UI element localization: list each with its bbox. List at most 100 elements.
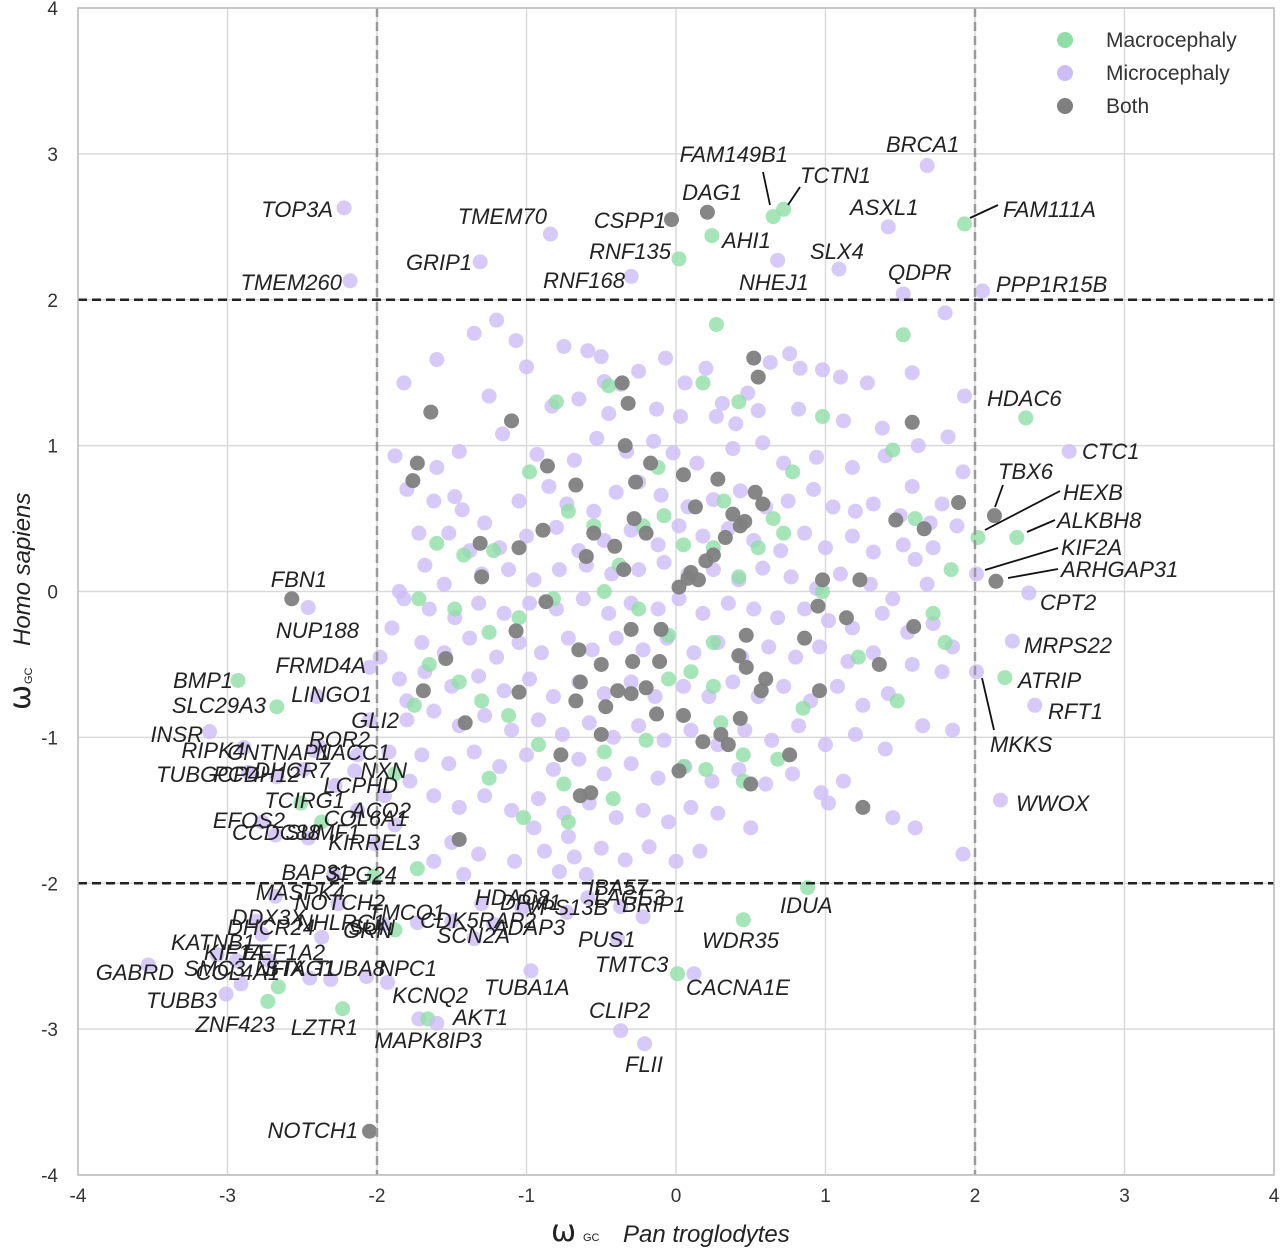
point-kif2a <box>968 566 984 582</box>
gene-label-tubgcp4: TUBGCP4 <box>156 762 260 787</box>
point-macrocephaly <box>695 375 711 391</box>
gene-label-pcdh12: PCDH12 <box>213 762 300 787</box>
gene-label-fam149b1: FAM149B1 <box>680 142 788 167</box>
leader-line-arhgap31 <box>1007 568 1059 579</box>
gene-label-mapk8ip3: MAPK8IP3 <box>374 1028 482 1053</box>
point-both <box>625 654 641 670</box>
gene-label-ccdc88: CCDC88 <box>232 820 321 845</box>
point-both <box>904 414 920 430</box>
gene-label-stag1: STAG1 <box>264 956 335 981</box>
point-lage3 <box>613 899 629 915</box>
point-both <box>643 455 659 471</box>
gene-label-top3a: TOP3A <box>261 197 333 222</box>
point-microcephaly <box>672 408 688 424</box>
point-both <box>852 572 868 588</box>
point-frmd4a <box>362 659 378 675</box>
point-both <box>710 471 726 487</box>
point-microcephaly <box>797 525 813 541</box>
gene-label-notch2: NOTCH2 <box>295 890 385 915</box>
legend-marker-microcephaly <box>1057 65 1073 81</box>
point-macrocephaly <box>421 656 437 672</box>
point-microcephaly <box>865 645 881 661</box>
gene-label-slx4: SLX4 <box>810 239 864 264</box>
x-tick-label: 4 <box>1269 1186 1280 1207</box>
point-pus1 <box>610 931 626 947</box>
gene-label-kcnq2: KCNQ2 <box>392 983 468 1008</box>
point-microcephaly <box>402 773 418 789</box>
gene-label-nxn: NXN <box>361 758 408 783</box>
gene-label-tmco1: TMCO1 <box>368 900 445 925</box>
leader-line-fam111a <box>969 204 999 219</box>
point-microcephaly <box>915 718 931 734</box>
point-microcephaly <box>764 732 780 748</box>
point-microcephaly <box>907 820 923 836</box>
point-microcephaly <box>695 528 711 544</box>
point-microcephaly <box>426 853 442 869</box>
point-microcephaly <box>668 853 684 869</box>
point-both <box>553 747 569 763</box>
x-axis-subscript: GC <box>583 1232 600 1244</box>
point-microcephaly <box>825 499 841 515</box>
point-iba57 <box>580 890 596 906</box>
point-microcephaly <box>426 703 442 719</box>
plot-frame <box>77 7 1275 1176</box>
point-both <box>675 467 691 483</box>
point-both <box>538 594 554 610</box>
gene-label-arhgap31: ARHGAP31 <box>1059 557 1178 582</box>
point-both <box>616 562 632 578</box>
point-microcephaly <box>530 712 546 728</box>
point-microcephaly <box>441 525 457 541</box>
point-microcephaly <box>496 605 512 621</box>
point-both <box>623 686 639 702</box>
point-microcephaly <box>589 430 605 446</box>
point-both <box>623 621 639 637</box>
point-microcephaly <box>708 408 724 424</box>
gene-label-qdpr: QDPR <box>888 260 952 285</box>
point-macrocephaly <box>411 591 427 607</box>
point-microcephaly <box>820 613 836 629</box>
gene-label-kirrel3: KIRREL3 <box>328 830 420 855</box>
point-scn2a <box>466 931 482 947</box>
point-macrocephaly <box>486 543 502 559</box>
gene-label-col6a1: COL6A1 <box>324 806 408 831</box>
point-brca1 <box>919 158 935 174</box>
point-macrocephaly <box>708 317 724 333</box>
point-microcephaly <box>554 726 570 742</box>
point-microcephaly <box>481 388 497 404</box>
point-microcephaly <box>785 766 801 782</box>
point-macrocephaly <box>885 442 901 458</box>
point-both <box>572 674 588 690</box>
point-both <box>743 776 759 792</box>
gene-label-ahi1: AHI1 <box>720 228 771 253</box>
point-both <box>628 474 644 490</box>
point-microcephaly <box>957 388 973 404</box>
point-lcphd <box>327 778 343 794</box>
axis-ticks: -4 -3 -2 -1 0 1 2 3 4 -4 -3 -2 -1 0 1 2 3 4 <box>41 0 1280 1207</box>
point-microcephaly <box>489 312 505 328</box>
point-microcephaly <box>477 515 493 531</box>
point-microcephaly <box>758 776 774 792</box>
point-microcephaly <box>571 751 587 767</box>
point-microcephaly <box>631 562 647 578</box>
gene-label-mrps22: MRPS22 <box>1024 633 1112 658</box>
point-microcephaly <box>462 630 478 646</box>
point-macrocephaly <box>889 693 905 709</box>
point-both <box>812 683 828 699</box>
x-axis-symbol: ω <box>551 1214 576 1248</box>
point-both <box>415 683 431 699</box>
point-both <box>451 831 467 847</box>
point-microcephaly <box>782 346 798 362</box>
point-microcephaly <box>584 642 600 658</box>
point-microcephaly <box>874 420 890 436</box>
point-microcephaly <box>454 502 470 518</box>
point-microcephaly <box>496 683 512 699</box>
gene-label-tcirg1: TCIRG1 <box>264 788 345 813</box>
point-microcephaly <box>934 664 950 680</box>
point-both <box>405 473 421 489</box>
gene-label-maspk4: MASPK4 <box>256 880 345 905</box>
point-cntnap1 <box>306 743 322 759</box>
point-both <box>586 525 602 541</box>
point-microcephaly <box>656 554 672 570</box>
gene-label-cpt2: CPT2 <box>1040 590 1096 615</box>
point-microcephaly <box>743 820 759 836</box>
